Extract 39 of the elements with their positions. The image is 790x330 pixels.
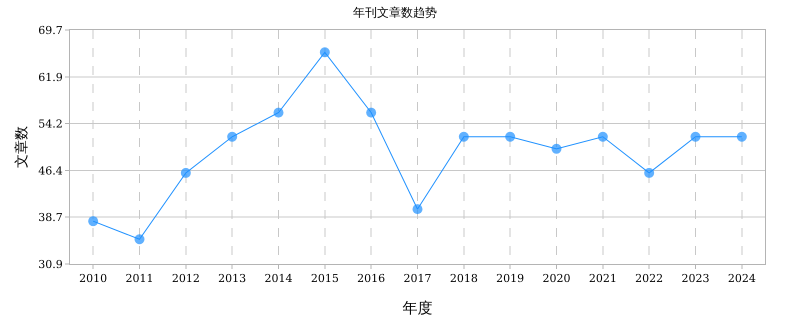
y-axis-title: 文章数	[14, 126, 30, 168]
point	[505, 132, 516, 142]
x-tick-label: 2012	[172, 272, 200, 286]
x-tick-label: 2018	[450, 272, 478, 286]
point	[690, 132, 700, 142]
x-tick-label: 2020	[542, 272, 570, 286]
y-tick-label: 30.9	[38, 258, 63, 271]
x-tick-label: 2015	[310, 272, 339, 286]
x-tick-label: 2019	[496, 272, 524, 286]
point	[412, 204, 422, 214]
point	[366, 108, 376, 118]
x-tick-label: 2011	[126, 272, 154, 286]
x-tick-label: 2016	[357, 272, 386, 286]
point	[88, 216, 98, 226]
x-axis-title: 年度	[402, 299, 432, 318]
x-tick-label: 2022	[635, 272, 664, 286]
y-tick-label: 54.2	[38, 117, 63, 130]
chart-title: 年刊文章数趋势	[353, 6, 437, 20]
x-tick-label: 2024	[728, 272, 756, 286]
x-tick-label: 2013	[218, 272, 246, 286]
point	[180, 168, 191, 178]
point	[598, 132, 608, 142]
point	[644, 168, 654, 178]
point	[458, 132, 469, 142]
y-tick-label: 61.9	[38, 70, 63, 84]
point	[227, 132, 238, 142]
y-tick-label: 38.7	[38, 210, 63, 224]
y-tick-label: 69.7	[38, 24, 63, 37]
x-tick-label: 2017	[404, 272, 432, 286]
x-tick-label: 2021	[588, 272, 617, 286]
point	[736, 132, 747, 142]
x-tick-label: 2023	[682, 272, 710, 286]
x-tick-label: 2010	[79, 272, 108, 286]
point	[552, 144, 562, 154]
y-tick-label: 46.4	[38, 164, 63, 178]
point	[320, 47, 330, 58]
x-tick-label: 2014	[264, 272, 292, 286]
point	[274, 108, 284, 118]
point	[134, 234, 144, 244]
